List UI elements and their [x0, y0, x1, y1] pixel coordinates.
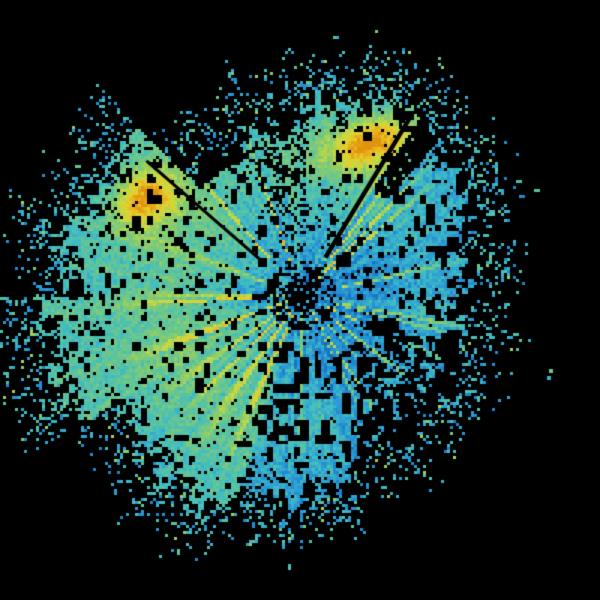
radar-heatmap-figure: [0, 0, 600, 600]
radar-heatmap-canvas: [0, 0, 600, 600]
